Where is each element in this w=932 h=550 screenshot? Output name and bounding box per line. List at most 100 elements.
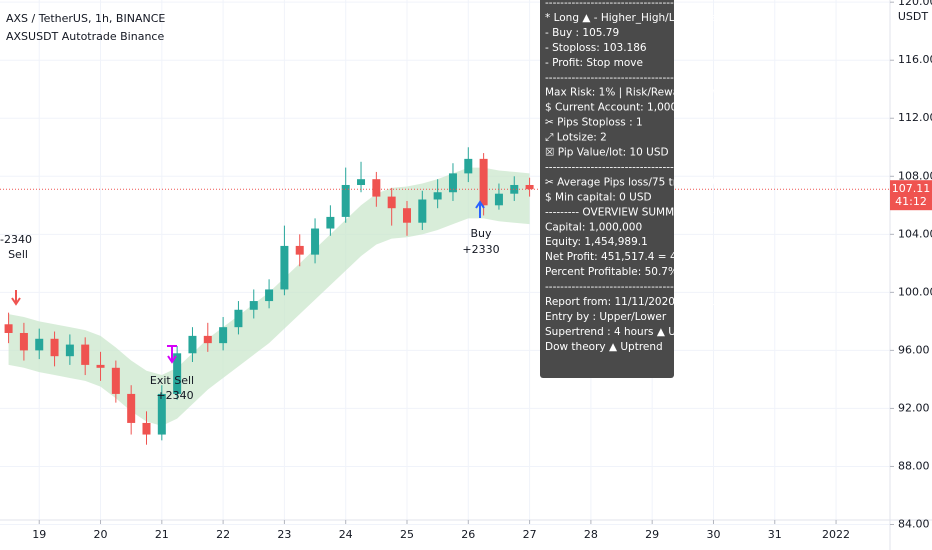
candle-body <box>433 192 442 200</box>
candle-body <box>157 393 166 435</box>
candle-body <box>326 216 335 229</box>
x-tick-label: 30 <box>706 528 720 541</box>
candle-body <box>19 332 28 351</box>
signal-label: Buy <box>470 227 492 240</box>
candle-body <box>479 158 488 206</box>
candle-body <box>341 184 350 217</box>
candle-body <box>387 196 396 209</box>
candle-body <box>35 338 44 351</box>
x-tick-label: 20 <box>94 528 108 541</box>
info-line: $ Current Account: 1,000 USD <box>545 102 703 114</box>
signal-label: Sell <box>8 248 28 261</box>
candle-body <box>203 335 212 344</box>
candle-body <box>280 245 289 290</box>
candle-body <box>111 367 120 394</box>
countdown-label: 41:12 <box>895 195 927 208</box>
x-tick-label: 22 <box>216 528 230 541</box>
x-tick-label: 28 <box>584 528 598 541</box>
y-tick-label: 104.00 <box>898 227 932 240</box>
info-line: Equity: 1,454,989.1 <box>545 236 648 248</box>
signal-label: Exit Sell <box>150 374 194 387</box>
candle-body <box>81 344 90 365</box>
candle-body <box>96 364 105 368</box>
candle-body <box>402 208 411 223</box>
y-tick-label: 108.00 <box>898 169 932 182</box>
candle-body <box>464 158 473 174</box>
candle-body <box>249 301 258 310</box>
info-line: ----------------------------------------… <box>545 161 704 173</box>
chart-title: AXS / TetherUS, 1h, BINANCE <box>6 12 165 25</box>
info-line: - Buy : 105.79 <box>545 27 619 39</box>
candle-body <box>525 184 534 190</box>
candle-body <box>265 289 274 302</box>
info-line: Net Profit: 451,517.4 = 45.2% <box>545 251 703 263</box>
info-line: ----------------------------------------… <box>545 0 704 9</box>
info-line: ✂ Pips Stoploss : 1 <box>545 117 643 129</box>
last-price-box <box>890 180 932 211</box>
candle-body <box>173 353 182 394</box>
sell-arrow <box>11 290 21 306</box>
info-line: Percent Profitable: 50.7% <box>545 266 678 278</box>
candle-body <box>448 173 457 193</box>
y-tick-label: 100.00 <box>898 285 932 298</box>
candle-body <box>372 179 381 197</box>
info-panel-bg <box>540 0 674 378</box>
info-line: ✂ Average Pips loss/75 trades : 0 <box>545 176 719 188</box>
y-tick-label: 120.00 <box>898 0 932 8</box>
x-tick-label: 27 <box>523 528 537 541</box>
candle-body <box>50 338 59 357</box>
info-line: * Long ▲ - Higher_High/Low : Yes <box>545 12 717 24</box>
info-line: Dow theory ▲ Uptrend <box>545 341 663 353</box>
signal-label: +2340 <box>156 389 193 402</box>
x-tick-label: 29 <box>645 528 659 541</box>
info-line: Max Risk: 1% | Risk/Reward: Move Stop <box>545 87 753 99</box>
x-tick-label: 21 <box>155 528 169 541</box>
grid <box>0 0 890 525</box>
candle-body <box>127 393 136 423</box>
y-tick-label: 112.00 <box>898 111 932 124</box>
exit-arrow <box>167 345 177 364</box>
y-tick-label: 92.00 <box>898 401 930 414</box>
last-price-label: 107.11 <box>892 182 931 195</box>
x-tick-label: 19 <box>32 528 46 541</box>
candle-body <box>418 199 427 223</box>
y-tick-label: 116.00 <box>898 53 932 66</box>
y-tick-label: 84.00 <box>898 517 930 530</box>
info-line: Entry by : Upper/Lower <box>545 311 667 323</box>
candle-body <box>295 245 304 255</box>
info-line: ☒ Pip Value/lot: 10 USD <box>545 147 669 159</box>
candle-body <box>357 179 366 185</box>
candle-body <box>234 309 243 328</box>
info-line: - Stoploss: 103.186 <box>545 42 647 54</box>
candle-body <box>494 193 503 206</box>
signal-label: -2340 <box>0 233 32 246</box>
info-line: $ Min capital: 0 USD <box>545 191 652 203</box>
indicator-name: AXSUSDT Autotrade Binance <box>6 30 164 43</box>
candle-body <box>188 335 197 354</box>
info-panel: ----------------------------------------… <box>540 0 753 378</box>
candle-body <box>142 422 151 435</box>
x-tick-label: 24 <box>339 528 353 541</box>
candle-body <box>311 228 320 255</box>
info-line: ----------------------------------------… <box>545 72 704 84</box>
y-tick-label: 96.00 <box>898 343 930 356</box>
x-tick-label: 26 <box>461 528 475 541</box>
candle-body <box>510 184 519 194</box>
info-line: Capital: 1,000,000 <box>545 221 642 233</box>
x-tick-label: 31 <box>768 528 782 541</box>
info-line: ⤢ Lotsize: 2 <box>545 132 607 144</box>
x-tick-label: 25 <box>400 528 414 541</box>
candle-body <box>65 344 74 357</box>
info-line: - Profit: Stop move <box>545 57 643 69</box>
info-line: ----------------------------------------… <box>545 281 704 293</box>
currency-label: USDT <box>898 10 929 23</box>
x-tick-label: 23 <box>277 528 291 541</box>
axes: 84.00 88.00 92.00 96.00 100.00 104.00 108.00 11… <box>32 0 932 541</box>
candle-body <box>4 324 13 333</box>
x-tick-label: 2022 <box>822 528 850 541</box>
candle-body <box>219 327 228 344</box>
info-line: Supertrend : 4 hours ▲ Uptrend <box>545 326 711 338</box>
info-line: Report from: 11/11/2020 to 27/12/2021 <box>545 296 753 308</box>
